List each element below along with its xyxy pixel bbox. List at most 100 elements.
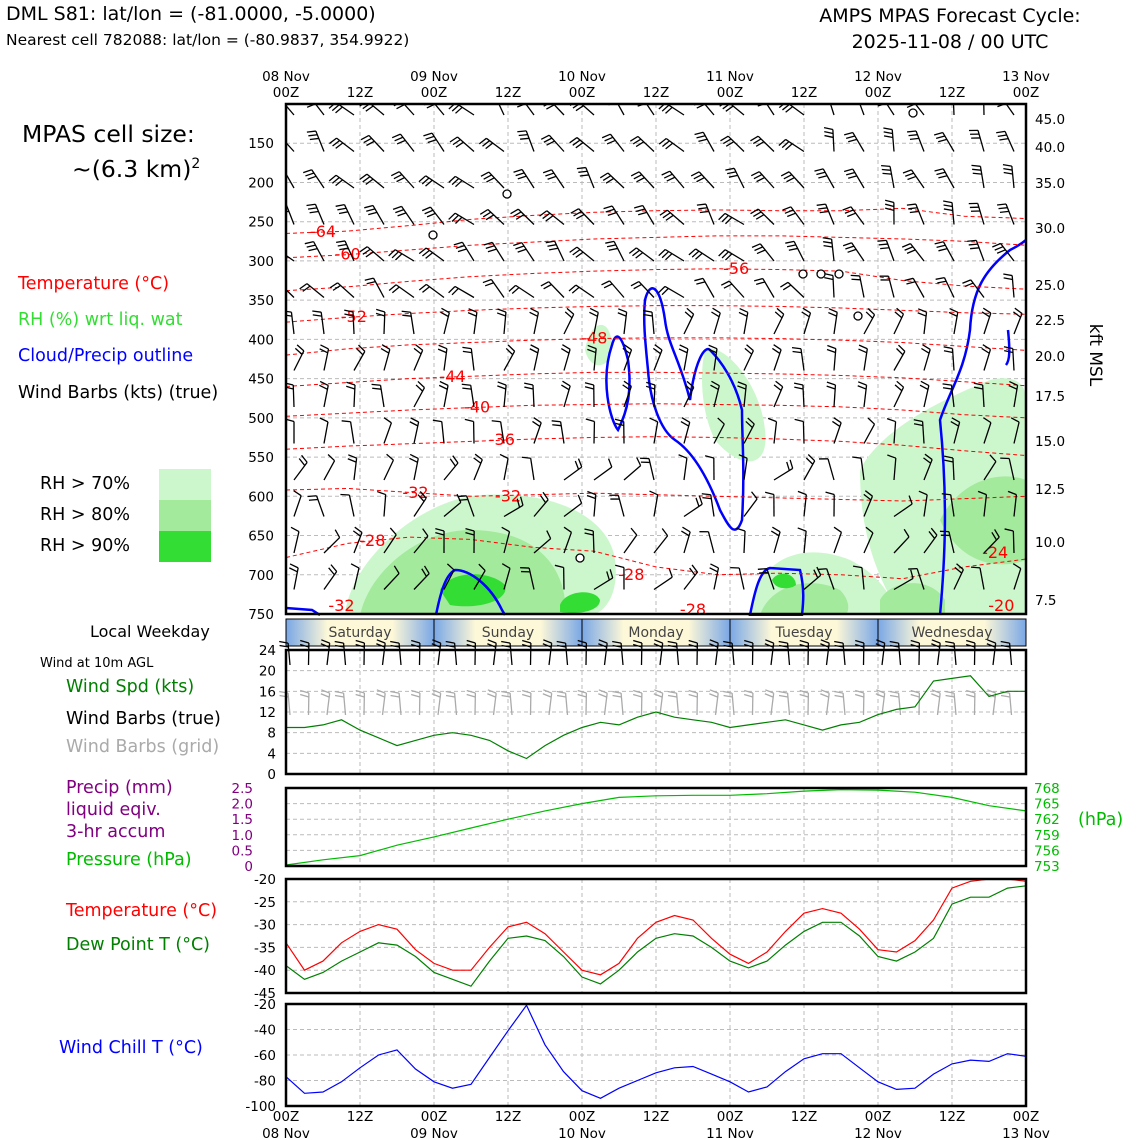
cell-size-number: ~(6.3 km) <box>72 155 192 183</box>
wind-barb <box>787 212 796 218</box>
wind-barb <box>630 171 640 177</box>
wind-barb <box>982 344 991 351</box>
wind-barb <box>623 380 632 387</box>
wind-barb <box>519 496 524 506</box>
wind-barb <box>1008 458 1015 481</box>
wind-barb <box>604 136 614 142</box>
wind-barb <box>542 491 549 501</box>
wind-barb <box>949 307 959 313</box>
wind-barb <box>276 172 285 174</box>
wind-barb <box>723 283 733 289</box>
wind10-barb-grid <box>431 693 441 698</box>
wind10-title: Wind at 10m AGL <box>40 656 154 671</box>
wind-barb <box>335 142 344 149</box>
wind-barb <box>485 142 494 150</box>
wind-barb <box>434 104 445 116</box>
wind10-barb-true <box>521 643 531 648</box>
wind-barb <box>753 211 762 218</box>
wind-barb <box>455 216 463 224</box>
wind-barb <box>606 139 616 145</box>
legend-temperature: Temperature (°C) <box>18 274 170 294</box>
wind-barb <box>497 381 507 386</box>
wind-barb <box>286 210 289 213</box>
wind-barb <box>633 283 642 290</box>
wind-barb <box>289 563 299 569</box>
wind-barb <box>807 454 816 462</box>
wind10-barb-true <box>667 644 678 648</box>
wind-barb <box>793 382 804 386</box>
wind-barb <box>552 104 565 116</box>
wind-barb <box>922 344 931 350</box>
wind-barb <box>661 104 670 112</box>
cycle-time: 2025-11-08 / 00 UTC <box>851 31 1049 53</box>
wind-barb <box>1013 421 1020 444</box>
wind-barb <box>774 311 783 319</box>
wind-barb <box>507 344 516 352</box>
wind-barb <box>576 166 586 170</box>
wind-barb <box>618 308 627 313</box>
wind-barb <box>456 493 462 503</box>
cycle-title-line: AMPS MPAS Forecast Cycle: <box>819 5 1081 27</box>
wind10-barb-grid <box>688 689 698 694</box>
wind-barb <box>635 208 646 212</box>
wind-barb <box>623 534 638 554</box>
wind-barb <box>418 175 427 183</box>
label-temperature: Temperature (°C) <box>66 901 218 921</box>
wind-barb <box>780 171 790 177</box>
wind-barb <box>933 131 943 136</box>
wind-barb <box>827 458 835 481</box>
wind-barb <box>653 535 669 554</box>
wind-barb <box>293 495 302 517</box>
wind-barb <box>906 249 916 254</box>
wind10-barb-true <box>834 644 844 648</box>
wind-barb <box>587 490 597 496</box>
wind-barb <box>885 203 895 208</box>
wind10-barb-true <box>522 639 532 644</box>
legend-cloud: Cloud/Precip outline <box>18 346 194 366</box>
bottom-time-tick: 12Z <box>939 1109 965 1125</box>
temperature-contour <box>286 436 1026 457</box>
wind-barb <box>916 568 925 590</box>
wind10-barb-grid <box>966 689 976 694</box>
wind-barb <box>850 274 860 277</box>
wind-barb <box>508 284 517 292</box>
wind-barb <box>684 384 693 392</box>
top-time-tick: 12Z <box>643 85 669 101</box>
wind-barb <box>422 249 430 257</box>
wind-barb <box>391 99 399 103</box>
wind-barb <box>455 106 463 114</box>
wind-barb <box>418 247 427 255</box>
wind-barb <box>661 528 669 537</box>
wind-barb <box>363 137 372 144</box>
wind-barb <box>751 491 758 500</box>
top-time-tick: 00Z <box>717 85 743 101</box>
wind-barb <box>970 247 980 250</box>
wind-barb <box>409 457 418 463</box>
wind-barb <box>376 308 386 313</box>
wind-barb <box>542 169 552 174</box>
wind-barb <box>517 130 527 133</box>
bottom-time-tick: 12Z <box>495 1109 521 1125</box>
wind-barb <box>994 246 1004 251</box>
wind-barb <box>589 311 598 317</box>
wind-barb <box>844 131 854 136</box>
wind-barb <box>683 458 688 481</box>
wind10-barb-true <box>501 644 511 648</box>
wind-barb <box>785 240 795 244</box>
wind-barb <box>813 569 819 579</box>
wind-barb <box>783 174 793 180</box>
wind10-barb-true <box>390 640 400 644</box>
wind-barb <box>860 458 865 481</box>
wind10-barb-true <box>743 643 753 648</box>
wind-barb <box>919 384 929 390</box>
wind10-barb-grid <box>410 693 420 698</box>
wind-barb <box>942 383 952 386</box>
wind-barb <box>794 386 804 390</box>
wind-barb <box>999 210 1009 214</box>
wind-barb <box>744 347 753 355</box>
wind-barb <box>844 209 854 214</box>
wind-barb <box>438 384 448 390</box>
precip-tick-label: 0 <box>244 859 253 875</box>
wind-panel-tick-label: 0 <box>267 767 276 783</box>
wind-barb <box>718 249 726 257</box>
